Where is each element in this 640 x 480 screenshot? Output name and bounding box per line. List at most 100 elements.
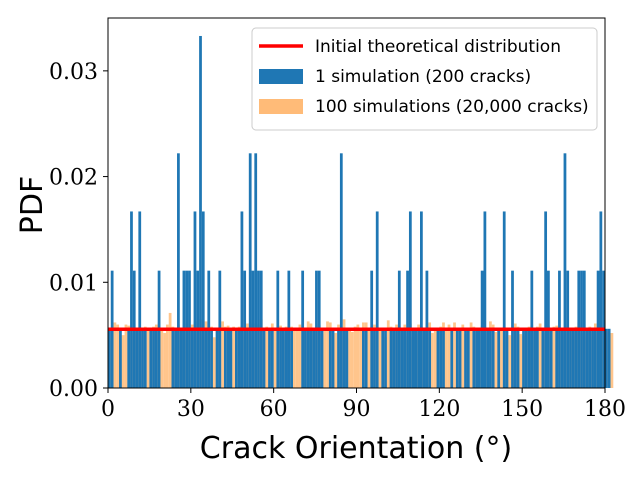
bar-1-simulation-144	[505, 328, 509, 388]
legend: Initial theoretical distribution 1 simul…	[251, 27, 598, 131]
bar-1-simulation-37	[210, 328, 213, 388]
bar-1-simulation-133	[475, 328, 478, 388]
bar-100-simulations-98	[378, 328, 382, 388]
bar-1-simulation-23	[171, 328, 175, 388]
bar-100-simulations-82	[334, 333, 338, 388]
bar-1-simulation-33	[199, 35, 202, 388]
bar-100-simulations-117	[431, 333, 434, 388]
bar-100-simulations-87	[348, 329, 351, 388]
bar-100-simulations-91	[359, 328, 363, 388]
bar-100-simulations-122	[444, 327, 448, 388]
bar-100-simulations-90	[356, 324, 360, 388]
bar-1-simulation-141	[497, 328, 501, 388]
bar-1-simulation-86	[345, 328, 349, 388]
bar-1-simulation-160	[549, 328, 553, 388]
bar-1-simulation-46	[235, 328, 238, 388]
bar-1-simulation-56	[262, 328, 266, 388]
bar-1-simulation-132	[472, 328, 476, 388]
bar-1-simulation-181	[607, 328, 611, 388]
bar-1-simulation-50	[246, 328, 249, 388]
bar-100-simulations-3	[116, 324, 120, 388]
bar-1-simulation-25	[177, 153, 180, 388]
bar-1-simulation-175	[591, 328, 594, 388]
bar-100-simulations-156	[538, 323, 542, 388]
bar-100-simulations-57	[265, 326, 269, 388]
y-axis-label: PDF	[15, 176, 50, 234]
bar-100-simulations-45	[232, 326, 236, 388]
bar-100-simulations-118	[433, 329, 437, 388]
y-tick-label-3: 0.03	[49, 60, 98, 85]
bar-1-simulation-157	[541, 328, 545, 388]
bar-1-simulation-84	[339, 153, 343, 388]
y-axis: 0.00 0.01 0.02 0.03	[49, 60, 108, 402]
bar-100-simulations-89	[353, 326, 357, 388]
x-tick-label-150: 150	[501, 397, 543, 422]
bar-1-simulation-174	[588, 328, 592, 388]
bar-1-simulation-99	[381, 328, 385, 388]
bar-1-simulation-103	[392, 328, 396, 388]
bar-1-simulation-178	[599, 211, 603, 388]
bar-1-simulation-64	[284, 328, 288, 388]
y-tick-label-2: 0.02	[49, 166, 98, 191]
bar-1-simulation-104	[395, 328, 398, 388]
bar-1-simulation-43	[226, 328, 230, 388]
bar-1-simulation-138	[489, 328, 492, 388]
bar-100-simulations-41	[221, 321, 224, 388]
bar-1-simulation-164	[560, 328, 564, 388]
bar-1-simulation-120	[439, 328, 443, 388]
bar-1-simulation-137	[486, 328, 490, 388]
bar-1-simulation-72	[306, 328, 310, 388]
bar-1-simulation-81	[331, 328, 335, 388]
bar-1-simulation-24	[174, 328, 178, 388]
bar-100-simulations-22	[168, 312, 172, 388]
bar-1-simulation-4	[119, 328, 122, 388]
bar-1-simulation-102	[389, 328, 393, 388]
bar-1-simulation-173	[585, 328, 589, 388]
bar-1-simulation-113	[420, 211, 423, 388]
bar-1-simulation-96	[373, 328, 376, 388]
bar-100-simulations-142	[500, 327, 503, 388]
bar-1-simulation-110	[411, 328, 415, 388]
bar-100-simulations-140	[494, 331, 498, 388]
bar-100-simulations-5	[121, 335, 125, 388]
bar-100-simulations-78	[323, 327, 327, 388]
bar-1-simulation-119	[436, 328, 440, 388]
bar-100-simulations-131	[469, 322, 473, 388]
bar-1-simulation-100	[384, 328, 387, 388]
bar-1-simulation-158	[544, 211, 548, 388]
bar-1-simulation-8	[130, 211, 133, 388]
bar-1-simulation-155	[535, 328, 539, 388]
bar-1-simulation-97	[375, 211, 379, 388]
legend-swatch-100-simulations	[259, 99, 303, 114]
bar-1-simulation-30	[190, 328, 194, 388]
y-tick-label-0: 0.00	[49, 377, 98, 402]
bar-1-simulation-124	[450, 328, 454, 388]
bar-1-simulation-130	[466, 328, 470, 388]
bar-100-simulations-19	[160, 329, 164, 388]
bar-1-simulation-58	[268, 328, 271, 388]
bar-100-simulations-88	[350, 331, 354, 388]
bar-1-simulation-107	[403, 328, 407, 388]
bar-100-simulations-79	[326, 321, 329, 388]
bar-100-simulations-6	[124, 324, 128, 388]
bar-100-simulations-20	[163, 333, 166, 388]
x-tick-label-180: 180	[584, 397, 626, 422]
bar-1-simulation-0	[108, 328, 111, 388]
bar-1-simulation-151	[524, 328, 528, 388]
legend-label-100-simulations: 100 simulations (20,000 cracks)	[315, 97, 589, 117]
x-axis-label: Crack Orientation (°)	[200, 431, 512, 466]
bar-100-simulations-2	[113, 322, 117, 388]
bar-1-simulation-47	[237, 328, 241, 388]
bar-1-simulation-134	[477, 328, 481, 388]
bar-1-simulation-167	[569, 328, 572, 388]
bar-1-simulation-169	[574, 328, 578, 388]
bar-100-simulations-145	[508, 335, 512, 388]
bar-1-simulation-16	[152, 328, 155, 388]
bar-1-simulation-10	[135, 328, 139, 388]
bar-100-simulations-38	[212, 337, 216, 388]
legend-label-theoretical: Initial theoretical distribution	[315, 37, 561, 57]
bar-1-simulation-77	[320, 328, 324, 388]
bar-1-simulation-168	[571, 328, 575, 388]
bar-1-simulation-106	[400, 328, 404, 388]
